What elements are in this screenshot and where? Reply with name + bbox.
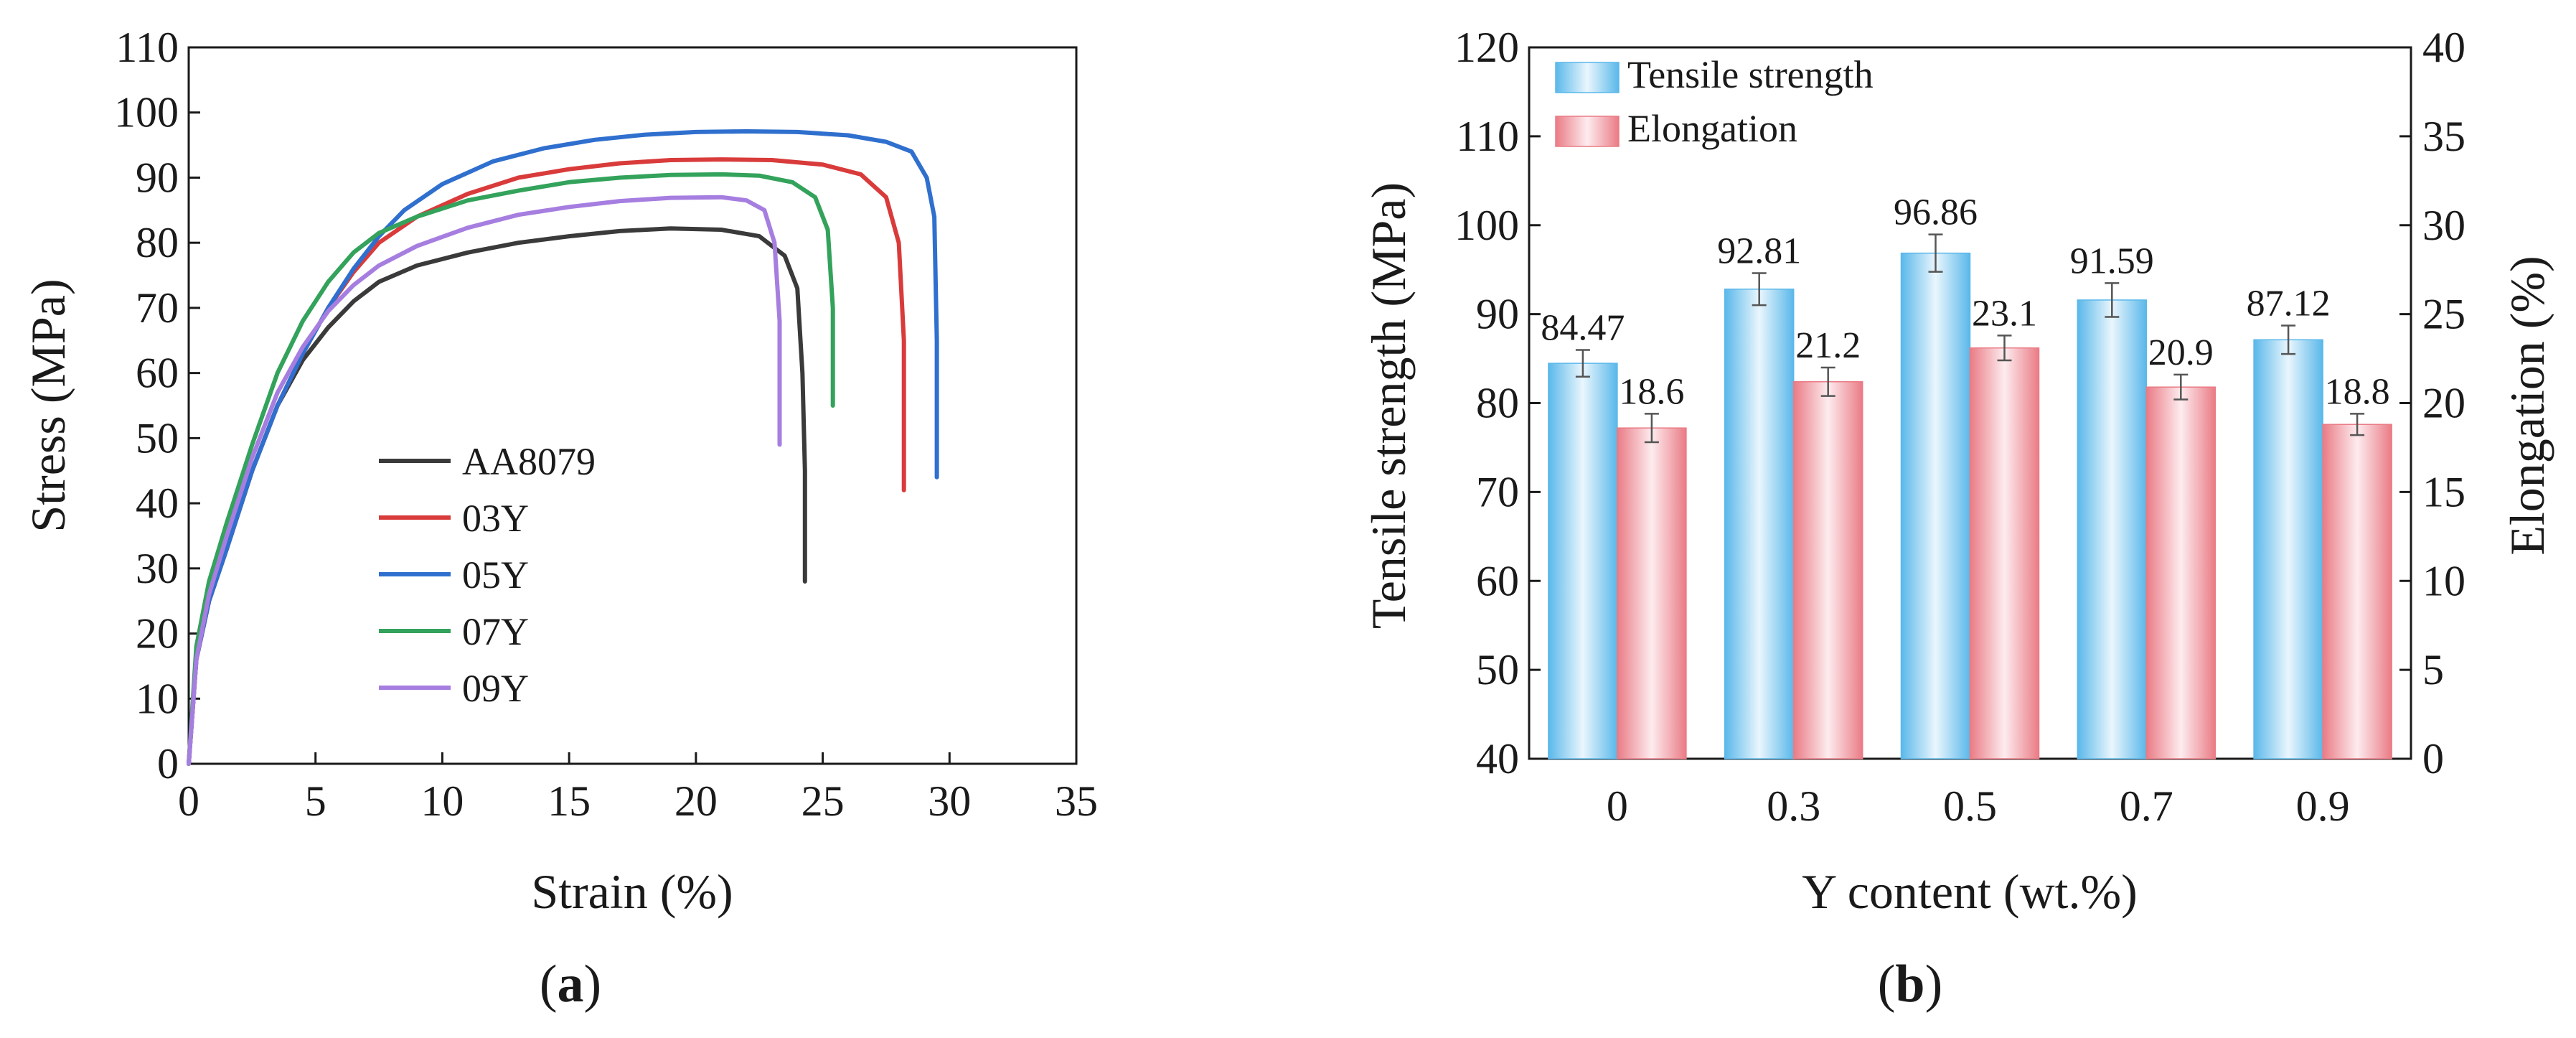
y-tick-label-right-b: 15 [2422, 468, 2465, 515]
x-tick-label-a: 15 [547, 777, 591, 825]
bar-tensile-strength [1900, 252, 1971, 759]
data-label-elongation: 21.2 [1795, 325, 1861, 366]
legend-label-tensile-strength: Tensile strength [1627, 53, 1874, 96]
y-tick-label-right-b: 25 [2422, 291, 2465, 338]
y-axis-left-b: 40 50 60 70 80 90 100 110 120 [1454, 24, 1541, 782]
panel-label-a: (a) [540, 955, 601, 1014]
x-tick-label-a: 10 [420, 777, 464, 825]
y-axis-title-right-b: Elongation (%) [2500, 256, 2554, 555]
legend-label-03y: 03Y [462, 497, 529, 540]
legend-label-05y: 05Y [462, 553, 529, 597]
y-tick-label-left-b: 40 [1476, 735, 1519, 782]
legend-b: Tensile strength Elongation [1555, 53, 1874, 150]
data-label-elongation: 23.1 [1972, 293, 2037, 334]
bar-tensile-strength [2253, 339, 2323, 759]
y-tick-label-left-b: 90 [1476, 291, 1519, 338]
y-tick-label-left-b: 60 [1476, 557, 1519, 604]
x-axis-title-a: Strain (%) [531, 864, 733, 919]
y-axis-title-a: Stress (MPa) [21, 279, 75, 532]
plot-lines-a [187, 129, 939, 766]
series-line-05y [187, 129, 939, 766]
y-axis-right-b: 0 5 10 15 20 25 30 35 40 [2399, 24, 2465, 782]
y-tick-label-a: 30 [136, 545, 179, 592]
tensile-elongation-chart: 40 50 60 70 80 90 100 110 120 0 5 10 15 20 25 30 35 40 0… [1361, 24, 2554, 1014]
data-label-tensile-strength: 96.86 [1894, 192, 1978, 233]
y-tick-label-a: 100 [114, 89, 179, 136]
y-tick-label-right-b: 35 [2422, 113, 2465, 160]
x-tick-label-b: 0.3 [1767, 782, 1820, 830]
y-tick-label-a: 50 [136, 414, 179, 462]
bars-b: 84.47 92.81 96.86 91.59 87.12 18.6 21.2 23.1 20.… [1541, 192, 2392, 759]
y-tick-label-right-b: 5 [2422, 646, 2444, 693]
data-label-tensile-strength: 87.12 [2247, 283, 2331, 324]
y-axis-a: 0 10 20 30 40 50 60 70 80 90 100 110 [114, 24, 200, 787]
y-tick-label-left-b: 100 [1454, 202, 1519, 249]
plot-frame-a [187, 46, 1078, 765]
x-tick-label-a: 35 [1055, 777, 1098, 825]
y-tick-label-left-b: 70 [1476, 468, 1519, 515]
y-tick-label-a: 80 [136, 219, 179, 266]
x-tick-label-a: 20 [674, 777, 718, 825]
bar-elongation [2145, 386, 2217, 759]
x-tick-label-a: 0 [178, 777, 199, 825]
x-tick-label-a: 5 [305, 777, 326, 825]
bar-tensile-strength [1548, 363, 1618, 759]
y-tick-label-a: 60 [136, 350, 179, 397]
bar-elongation [1617, 427, 1687, 759]
data-label-elongation: 20.9 [2148, 332, 2214, 373]
legend-label-09y: 09Y [462, 667, 529, 710]
x-tick-label-b: 0.9 [2296, 782, 2350, 830]
legend-label-elongation: Elongation [1627, 107, 1797, 150]
x-tick-label-b: 0 [1607, 782, 1628, 830]
y-tick-label-left-b: 120 [1454, 24, 1519, 71]
y-tick-label-a: 20 [136, 610, 179, 658]
y-tick-label-right-b: 20 [2422, 380, 2465, 427]
legend-label-aa8079: AA8079 [462, 440, 596, 483]
bar-elongation [1969, 347, 2040, 759]
legend-swatch-tensile-strength [1555, 62, 1620, 93]
data-label-tensile-strength: 92.81 [1717, 231, 1801, 272]
y-tick-label-right-b: 0 [2422, 735, 2444, 782]
data-label-elongation: 18.8 [2325, 371, 2390, 412]
stress-strain-chart: 0 5 10 15 20 25 30 35 0 10 20 30 40 50 60 70 80 90 100 110… [21, 24, 1098, 1014]
series-line-09y [187, 195, 782, 766]
panel-label-a-letter: a [558, 955, 584, 1014]
panel-label-b-letter: b [1895, 955, 1924, 1014]
legend-swatch-elongation [1555, 116, 1620, 147]
legend-a: AA8079 03Y 05Y 07Y 09Y [379, 440, 596, 710]
data-label-elongation: 18.6 [1619, 371, 1684, 412]
data-label-tensile-strength: 84.47 [1541, 308, 1625, 349]
y-tick-label-a: 0 [157, 740, 179, 787]
y-tick-label-a: 110 [116, 24, 179, 71]
y-axis-title-left-b: Tensile strength (MPa) [1361, 182, 1416, 629]
bar-tensile-strength [1724, 289, 1795, 759]
x-tick-label-b: 0.7 [2120, 782, 2173, 830]
x-axis-title-b: Y content (wt.%) [1802, 864, 2138, 919]
y-tick-label-a: 70 [136, 284, 179, 332]
y-tick-label-right-b: 10 [2422, 557, 2465, 604]
bar-elongation [2322, 424, 2392, 759]
y-tick-label-a: 10 [136, 675, 179, 722]
y-tick-label-left-b: 80 [1476, 380, 1519, 427]
y-tick-label-left-b: 110 [1456, 113, 1519, 160]
x-axis-a: 0 5 10 15 20 25 30 35 [178, 752, 1098, 825]
x-tick-label-b: 0.5 [1943, 782, 1997, 830]
data-label-tensile-strength: 91.59 [2070, 240, 2154, 281]
series-line-07y [187, 172, 835, 766]
bar-tensile-strength [2077, 299, 2148, 759]
x-tick-label-a: 25 [802, 777, 845, 825]
bar-elongation [1792, 381, 1863, 759]
y-tick-label-right-b: 40 [2422, 24, 2465, 71]
y-tick-label-left-b: 50 [1476, 646, 1519, 693]
y-tick-label-a: 90 [136, 154, 179, 201]
legend-label-07y: 07Y [462, 610, 529, 653]
x-axis-b: 0 0.3 0.5 0.7 0.9 [1607, 747, 2350, 830]
y-tick-label-right-b: 30 [2422, 202, 2465, 249]
x-tick-label-a: 30 [928, 777, 971, 825]
y-tick-label-a: 40 [136, 480, 179, 527]
panel-label-b: (b) [1878, 955, 1942, 1014]
